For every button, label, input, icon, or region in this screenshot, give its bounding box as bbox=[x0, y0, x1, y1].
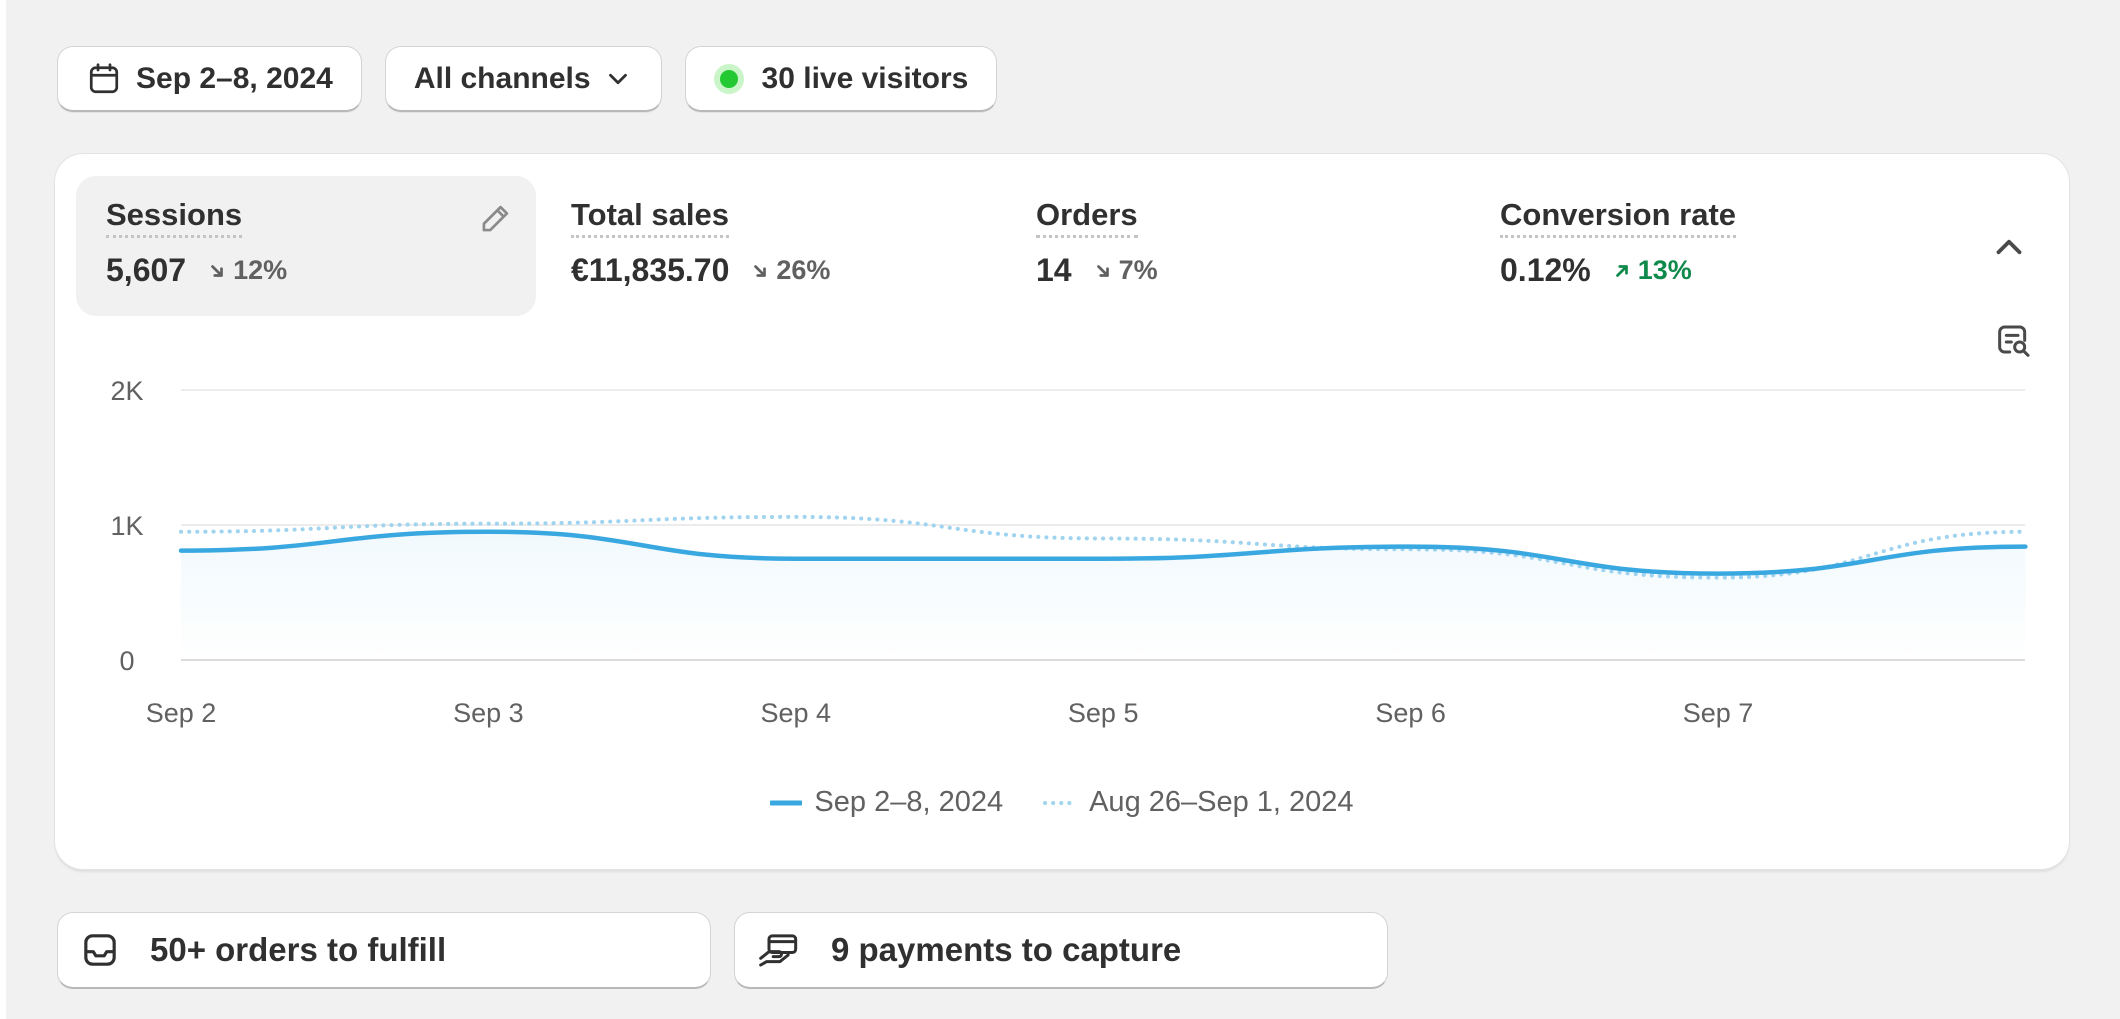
legend-dotted-line-icon bbox=[1043, 800, 1078, 805]
arrow-down-right-icon bbox=[754, 264, 767, 277]
data-point-current[interactable] bbox=[2019, 541, 2031, 553]
analytics-card: Sessions 5,607 12% Total sales €11,835.7… bbox=[55, 154, 2069, 869]
legend-solid-line-icon bbox=[770, 800, 803, 805]
metric-change: 12% bbox=[208, 255, 287, 286]
metric-value: 0.12% bbox=[1500, 252, 1591, 288]
x-tick-label: Sep 2 bbox=[146, 698, 217, 728]
y-tick-label: 2K bbox=[110, 376, 143, 406]
data-point-current[interactable] bbox=[175, 545, 187, 557]
orders-to-fulfill-button[interactable]: 50+ orders to fulfill bbox=[57, 912, 711, 989]
arrow-down-right-icon bbox=[211, 264, 223, 277]
series-line-previous bbox=[179, 514, 2028, 580]
metric-value: 5,607 bbox=[106, 252, 187, 288]
metric-title[interactable]: Conversion rate bbox=[1500, 197, 1737, 238]
pencil-icon[interactable] bbox=[476, 200, 514, 238]
data-point-current[interactable] bbox=[1097, 553, 1109, 565]
metric-value: €11,835.70 bbox=[571, 252, 730, 288]
arrow-up-right-icon bbox=[1615, 264, 1628, 277]
channel-select[interactable]: All channels bbox=[384, 46, 662, 112]
metric-value: 14 bbox=[1036, 252, 1072, 288]
metric-title[interactable]: Orders bbox=[1036, 197, 1138, 238]
metric-sessions[interactable]: Sessions 5,607 12% bbox=[76, 176, 536, 316]
hand-card-icon bbox=[759, 934, 798, 967]
inbox-icon bbox=[84, 934, 116, 966]
filter-toolbar: Sep 2–8, 2024 All channels 30 live visit… bbox=[57, 46, 998, 114]
arrow-down-right-icon bbox=[1096, 264, 1109, 277]
calendar-icon bbox=[89, 62, 119, 93]
metric-orders[interactable]: Orders 14 7% bbox=[1006, 176, 1446, 316]
series-area-fill bbox=[181, 531, 2026, 660]
task-label: 9 payments to capture bbox=[831, 931, 1182, 968]
data-point-previous[interactable] bbox=[175, 526, 187, 538]
legend-item-current[interactable]: Sep 2–8, 2024 bbox=[770, 786, 1003, 819]
y-tick-label: 0 bbox=[119, 646, 134, 676]
chevron-down-icon bbox=[608, 73, 627, 84]
metric-change: 26% bbox=[751, 255, 830, 286]
payments-to-capture-button[interactable]: 9 payments to capture bbox=[734, 912, 1388, 989]
legend-label: Aug 26–Sep 1, 2024 bbox=[1089, 786, 1354, 818]
window-edge bbox=[0, 0, 6, 1019]
x-tick-label: Sep 3 bbox=[453, 698, 524, 728]
x-tick-label: Sep 6 bbox=[1375, 698, 1446, 728]
data-point-current[interactable] bbox=[790, 553, 802, 565]
x-tick-label: Sep 4 bbox=[761, 698, 832, 728]
live-status-icon bbox=[713, 63, 744, 94]
metric-change: 7% bbox=[1094, 255, 1158, 286]
analytics-insight-icon[interactable] bbox=[1993, 322, 2033, 362]
metric-total-sales[interactable]: Total sales €11,835.70 26% bbox=[541, 176, 981, 316]
metric-conversion-rate[interactable]: Conversion rate 0.12% 13% bbox=[1470, 176, 1930, 316]
metric-change: 13% bbox=[1613, 255, 1692, 286]
x-tick-label: Sep 5 bbox=[1068, 698, 1139, 728]
date-range-button[interactable]: Sep 2–8, 2024 bbox=[57, 46, 362, 112]
metric-title[interactable]: Total sales bbox=[571, 197, 729, 238]
metric-title[interactable]: Sessions bbox=[106, 197, 243, 238]
chevron-up-icon[interactable] bbox=[1988, 226, 2030, 268]
data-point-previous[interactable] bbox=[790, 511, 802, 523]
channel-label: All channels bbox=[413, 61, 591, 95]
legend-item-previous[interactable]: Aug 26–Sep 1, 2024 bbox=[1043, 786, 1354, 819]
data-point-previous[interactable] bbox=[1097, 533, 1109, 545]
data-point-previous[interactable] bbox=[1712, 572, 1724, 584]
series-line-current bbox=[178, 529, 2028, 576]
sessions-line-chart: 0 1K 2K Sep 2 Sep 3 Sep 4 Sep 5 Sep 6 Sep 7 bbox=[110, 376, 2031, 728]
live-visitors-label: 30 live visitors bbox=[761, 61, 969, 95]
task-label: 50+ orders to fulfill bbox=[150, 931, 447, 968]
task-bar: 50+ orders to fulfill 9 payments to capt… bbox=[57, 912, 1388, 989]
data-point-previous[interactable] bbox=[2019, 526, 2031, 538]
data-point-previous[interactable] bbox=[1405, 543, 1417, 555]
chart-legend: Sep 2–8, 2024 Aug 26–Sep 1, 2024 bbox=[55, 786, 2069, 819]
data-point-previous[interactable] bbox=[482, 518, 494, 530]
legend-label: Sep 2–8, 2024 bbox=[814, 786, 1004, 818]
date-range-label: Sep 2–8, 2024 bbox=[136, 61, 333, 95]
x-tick-label: Sep 7 bbox=[1683, 698, 1754, 728]
y-tick-label: 1K bbox=[110, 511, 143, 541]
live-visitors-button[interactable]: 30 live visitors bbox=[684, 46, 998, 112]
